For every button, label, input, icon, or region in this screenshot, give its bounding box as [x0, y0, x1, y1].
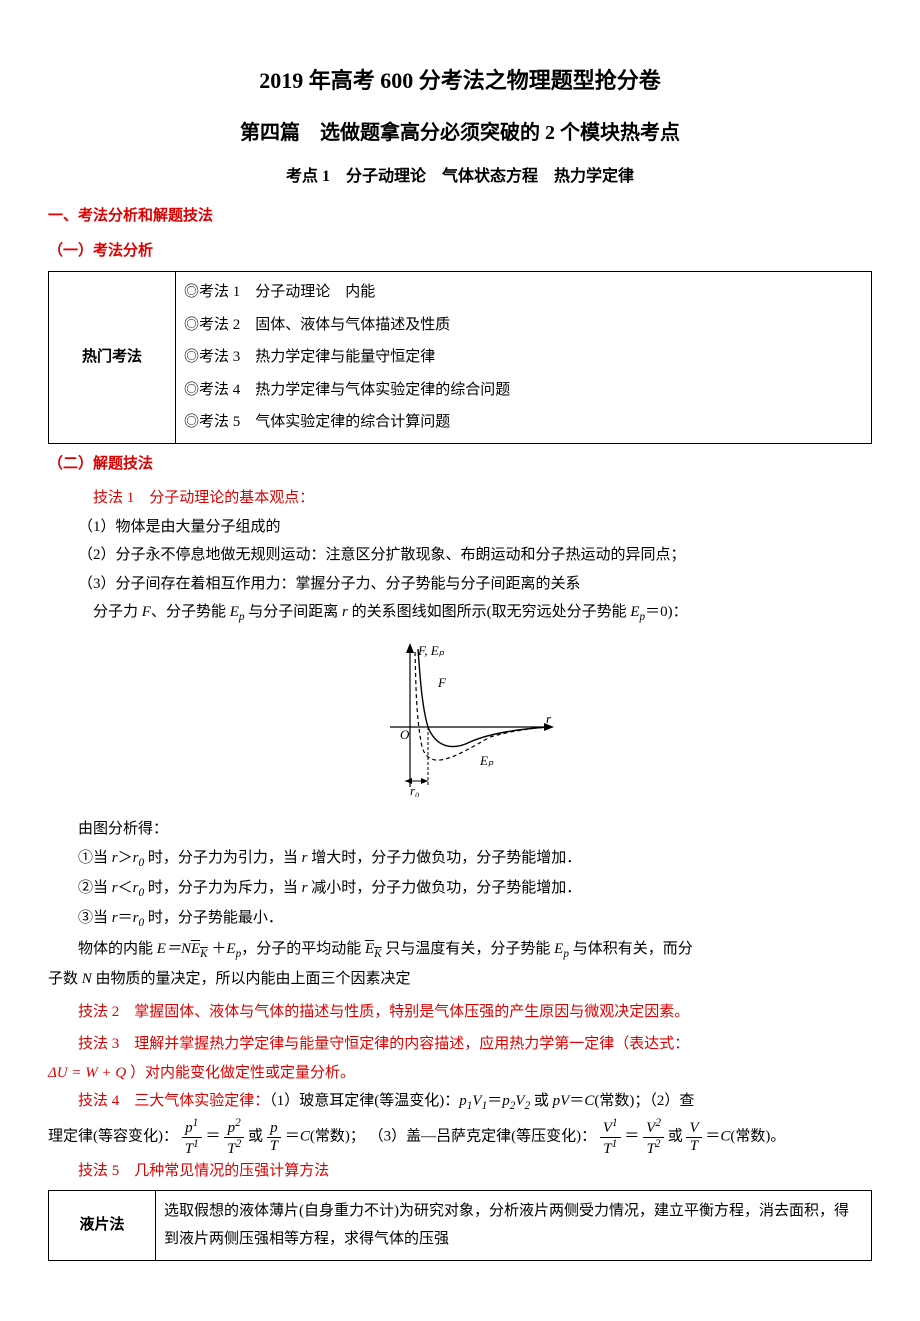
figure-molecular-force: F, Eₚ r O F Eₚ r₀ [48, 637, 872, 808]
eq-deltaU: ΔU = W + Q [48, 1065, 126, 1081]
method-item: ◎考法 1 分子动理论 内能 [184, 276, 863, 309]
section-heading-1b: （二）解题技法 [48, 450, 872, 479]
method-item: ◎考法 3 热力学定律与能量守恒定律 [184, 341, 863, 374]
jifa3: 技法 3 理解并掌握热力学定律与能量守恒定律的内容描述，应用热力学第一定律（表达… [48, 1030, 872, 1059]
main-title: 2019 年高考 600 分考法之物理题型抢分卷 [48, 60, 872, 102]
methods-row-label: 热门考法 [49, 272, 176, 444]
jifa1-p2: （2）分子永不停息地做无规则运动：注意区分扩散现象、布朗运动和分子热运动的异同点… [48, 541, 872, 570]
section-heading-1: 一、考法分析和解题技法 [48, 202, 872, 231]
method-item: ◎考法 4 热力学定律与气体实验定律的综合问题 [184, 374, 863, 407]
jifa4-line2: 理定律(等容变化)： p1T1 ＝ p2T2 或 pT ＝C(常数)； （3）盖… [48, 1117, 872, 1157]
text: ＝0)： [645, 604, 688, 620]
jifa1-p1: （1）物体是由大量分子组成的 [48, 513, 872, 542]
analysis-head: 由图分析得： [48, 815, 872, 844]
text: 与分子间距离 [245, 604, 343, 620]
method-item: ◎考法 2 固体、液体与气体描述及性质 [184, 309, 863, 342]
jifa1-p3: （3）分子间存在着相互作用力：掌握分子力、分子势能与分子间距离的关系 [48, 570, 872, 599]
jifa1-title: 技法 1 分子动理论的基本观点： [48, 484, 872, 513]
jifa3-eq: ΔU = W + Q ）对内能变化做定性或定量分析。 [48, 1059, 872, 1088]
label-F: F [437, 675, 447, 690]
analysis-l2: ②当 r＜r0 时，分子力为斥力，当 r 减小时，分子力做负功，分子势能增加． [48, 874, 872, 904]
section-title: 第四篇 选做题拿高分必须突破的 2 个模块热考点 [48, 114, 872, 152]
molecular-force-svg: F, Eₚ r O F Eₚ r₀ [360, 637, 560, 797]
jifa1-p4: 分子力 F、分子势能 Ep 与分子间距离 r 的关系图线如图所示(取无穷远处分子… [48, 598, 872, 628]
jifa4: 技法 4 三大气体实验定律：（1）玻意耳定律(等温变化)：p1V1＝p2V2 或… [48, 1087, 872, 1117]
sym-Ep: Ep [630, 604, 645, 620]
method-item: ◎考法 5 气体实验定律的综合计算问题 [184, 406, 863, 439]
yepian-table: 液片法 选取假想的液体薄片(自身重力不计)为研究对象，分析液片两侧受力情况，建立… [48, 1190, 872, 1261]
text: 的关系图线如图所示(取无穷远处分子势能 [348, 604, 631, 620]
jifa2: 技法 2 掌握固体、液体与气体的描述与性质，特别是气体压强的产生原因与微观决定因… [48, 998, 872, 1027]
methods-items-cell: ◎考法 1 分子动理论 内能 ◎考法 2 固体、液体与气体描述及性质 ◎考法 3… [176, 272, 872, 444]
axis-x-label: r [546, 711, 552, 726]
analysis-l1: ①当 r＞r0 时，分子力为引力，当 r 增大时，分子力做负功，分子势能增加． [48, 844, 872, 874]
axis-y-label: F, Eₚ [417, 643, 445, 658]
label-r0: r₀ [410, 783, 420, 797]
origin-label: O [400, 727, 410, 742]
analysis-l4b: 子数 N 由物质的量决定，所以内能由上面三个因素决定 [48, 965, 872, 994]
sub-title: 考点 1 分子动理论 气体状态方程 热力学定律 [48, 162, 872, 192]
sym-F: F [142, 604, 151, 620]
sym-Ep: Ep [230, 604, 245, 620]
section-heading-1a: （一）考法分析 [48, 237, 872, 266]
methods-table: 热门考法 ◎考法 1 分子动理论 内能 ◎考法 2 固体、液体与气体描述及性质 … [48, 271, 872, 444]
analysis-l4: 物体的内能 E＝NEK ＋Ep，分子的平均动能 EK 只与温度有关，分子势能 E… [48, 935, 872, 965]
text: 、分子势能 [151, 604, 230, 620]
analysis-l3: ③当 r＝r0 时，分子势能最小． [48, 904, 872, 934]
label-Ep: Eₚ [479, 753, 494, 768]
yepian-label: 液片法 [49, 1190, 156, 1260]
jifa5: 技法 5 几种常见情况的压强计算方法 [48, 1157, 872, 1186]
yepian-text: 选取假想的液体薄片(自身重力不计)为研究对象，分析液片两侧受力情况，建立平衡方程… [156, 1190, 872, 1260]
text: 分子力 [93, 604, 142, 620]
